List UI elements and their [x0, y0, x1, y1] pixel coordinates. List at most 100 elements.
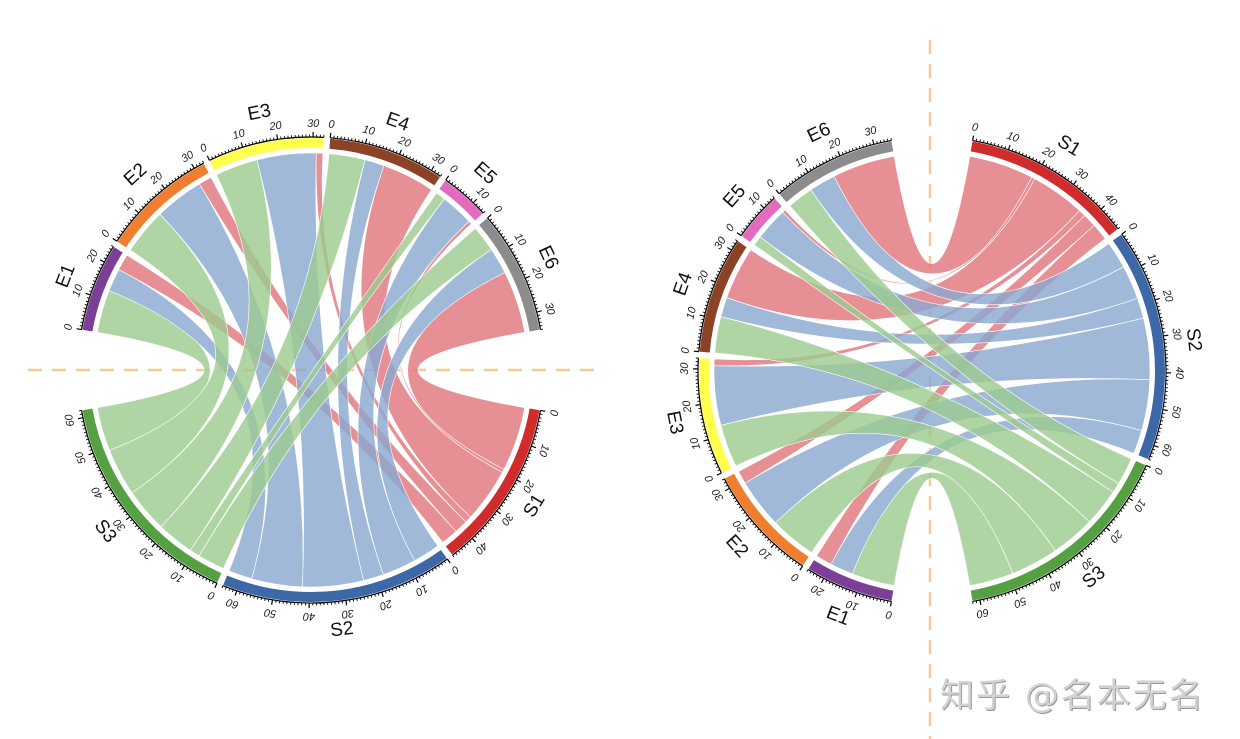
tick-label: 0 — [99, 227, 113, 239]
tick-label: 10 — [231, 127, 247, 142]
tick-label: 0 — [680, 346, 693, 354]
tick-label: 0 — [62, 322, 75, 331]
sector-e6-track — [479, 218, 540, 332]
sector-s2: 0 10 20 30 40 50 60 S2 — [221, 550, 461, 642]
tick-label: 0 — [1151, 466, 1165, 477]
sector-label-e5: E5 — [719, 181, 750, 212]
tick-label: 0 — [789, 570, 801, 584]
tick-label: 0 — [724, 221, 738, 234]
sector-e6-track — [779, 141, 894, 203]
sector-label-s1: S1 — [519, 490, 549, 521]
tick-label: 60 — [1158, 442, 1174, 458]
tick-label: 20 — [268, 120, 284, 134]
sector-label-e4: E4 — [670, 269, 698, 298]
tick-label: 30 — [679, 362, 691, 375]
tick-label: 30 — [712, 234, 729, 251]
link-e6-s3 — [198, 227, 492, 569]
sector-s1-track — [445, 408, 540, 555]
tick-label: 40 — [89, 484, 106, 501]
sector-label-e2: E2 — [721, 531, 752, 562]
sector-label-s1: S1 — [1053, 131, 1084, 161]
tick-label: 0 — [447, 163, 460, 177]
tick-label: 30 — [340, 606, 355, 620]
tick-label: 10 — [793, 153, 810, 170]
chord-links — [713, 155, 1151, 587]
tick-label: 0 — [198, 141, 210, 155]
sector-e2-track — [725, 473, 809, 566]
tick-label: 30 — [1169, 327, 1183, 342]
tick-label: 20 — [147, 169, 166, 187]
chord-links — [96, 152, 526, 588]
tick-label: 10 — [844, 597, 860, 613]
sector-e1-track — [808, 560, 894, 601]
sector-label-e5: E5 — [469, 158, 500, 189]
sector-e3-track — [699, 358, 732, 473]
sector-e1-track — [82, 247, 123, 332]
tick-label: 60 — [63, 412, 77, 427]
sector-label-s2: S2 — [329, 618, 355, 642]
sector-s2-track — [1112, 234, 1166, 460]
tick-label: 30 — [498, 510, 515, 528]
tick-label: 0 — [702, 473, 716, 485]
tick-label: 30 — [307, 118, 320, 130]
sector-s1-track — [970, 141, 1118, 236]
tick-label: 20 — [84, 247, 101, 265]
tick-label: 10 — [511, 231, 528, 248]
watermark-text: 知乎 @名本无名 — [940, 676, 1205, 716]
tick-label: 0 — [764, 177, 777, 191]
tick-label: 0 — [328, 119, 336, 132]
tick-label: 20 — [826, 136, 844, 153]
sector-e3: 0 10 20 30 E3 — [662, 357, 732, 485]
tick-label: 0 — [491, 203, 505, 216]
sector-s2-track — [223, 550, 447, 602]
tick-label: 10 — [70, 282, 86, 298]
tick-label: 10 — [168, 568, 186, 585]
tick-label: 50 — [262, 606, 277, 620]
sector-e3-track — [209, 138, 324, 171]
link-e6-s3 — [789, 189, 1132, 484]
tick-label: 20 — [681, 399, 695, 415]
sector-label-s2: S2 — [1182, 327, 1206, 353]
link-e6-s1 — [833, 155, 1033, 274]
tick-label: 0 — [448, 563, 461, 577]
sector-label-e3: E3 — [662, 409, 687, 436]
sector-label-e2: E2 — [120, 159, 151, 190]
tick-label: 30 — [709, 486, 726, 503]
tick-label: 0 — [206, 588, 217, 602]
tick-label: 30 — [179, 148, 196, 165]
tick-label: 40 — [1102, 192, 1120, 210]
sector-label-e3: E3 — [246, 100, 273, 125]
sector-e5-track — [439, 180, 483, 221]
sector-s2: 0 10 20 30 40 50 60 S2 — [1112, 220, 1206, 461]
tick-label: 20 — [377, 597, 394, 613]
tick-label: 10 — [413, 582, 430, 599]
tick-label: 0 — [1126, 220, 1140, 233]
tick-label: 30 — [542, 301, 557, 317]
tick-label: 10 — [536, 443, 552, 459]
tick-label: 10 — [688, 435, 703, 451]
tick-label: 20 — [529, 264, 546, 282]
tick-label: 40 — [1173, 367, 1185, 380]
sector-label-e4: E4 — [383, 108, 412, 136]
tick-label: 0 — [884, 608, 893, 621]
tick-label: 30 — [863, 124, 879, 139]
tick-label: 20 — [809, 581, 827, 598]
tick-label: 40 — [302, 610, 315, 622]
tick-label: 10 — [1005, 130, 1021, 146]
sector-e3: 0 10 20 30 E3 — [198, 100, 325, 171]
tick-label: 10 — [1145, 252, 1162, 269]
link-e6-s1 — [407, 272, 526, 470]
sector-e4-track — [699, 241, 747, 353]
tick-label: 40 — [1046, 577, 1063, 594]
tick-label: 40 — [472, 539, 490, 557]
tick-label: 20 — [396, 134, 414, 150]
sector-e4-track — [329, 138, 440, 186]
tick-label: 0 — [971, 121, 980, 134]
tick-label: 10 — [361, 123, 377, 138]
tick-label: 10 — [1131, 497, 1148, 515]
tick-label: 10 — [685, 305, 700, 321]
